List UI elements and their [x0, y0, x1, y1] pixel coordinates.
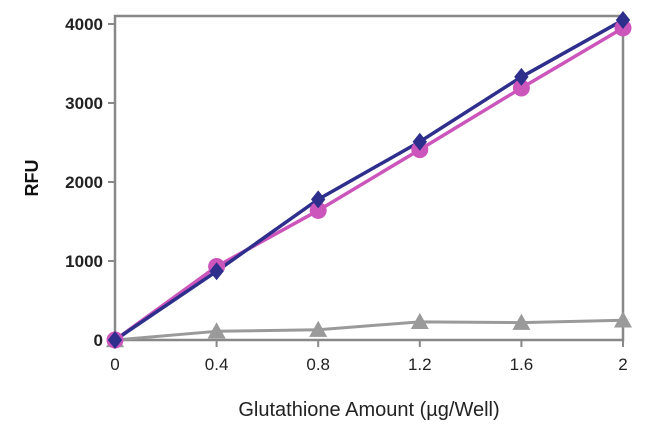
labels: Glutathione Amount (µg/Well) RFU [22, 160, 500, 422]
series-line [114, 18, 624, 342]
plot-frame [113, 14, 625, 342]
y-axis-title: RFU [22, 160, 42, 197]
data-point [309, 320, 328, 337]
y-tick-label: 0 [94, 331, 103, 350]
data-point [615, 11, 631, 30]
x-tick-label: 1.2 [408, 355, 432, 374]
x-tick-label: 2 [618, 355, 627, 374]
y-tick-label: 1000 [65, 252, 103, 271]
data-point [512, 313, 531, 330]
data-point [514, 67, 529, 86]
axes [113, 14, 625, 342]
data-point [410, 312, 429, 330]
series-line [114, 318, 624, 342]
data-point [311, 190, 326, 209]
y-tick-label: 2000 [65, 173, 103, 192]
data-point [207, 322, 226, 339]
x-tick-label: 0 [110, 355, 119, 374]
data-point [107, 331, 123, 349]
ticks: 0 1000 2000 3000 4000 0 0.4 0.8 1.2 1.6 2 [65, 15, 628, 374]
series [106, 11, 632, 349]
series-line [113, 26, 624, 342]
x-tick-label: 1.6 [510, 355, 534, 374]
data-point [512, 79, 530, 97]
data-point [209, 262, 224, 281]
x-tick-label: 0.4 [205, 355, 229, 374]
x-tick-label: 0.8 [306, 355, 330, 374]
data-point [614, 311, 632, 328]
data-point [309, 201, 327, 219]
y-tick-label: 3000 [65, 94, 103, 113]
y-tick-label: 4000 [65, 15, 103, 34]
data-point [412, 132, 427, 151]
x-axis-title: Glutathione Amount (µg/Well) [238, 399, 499, 421]
